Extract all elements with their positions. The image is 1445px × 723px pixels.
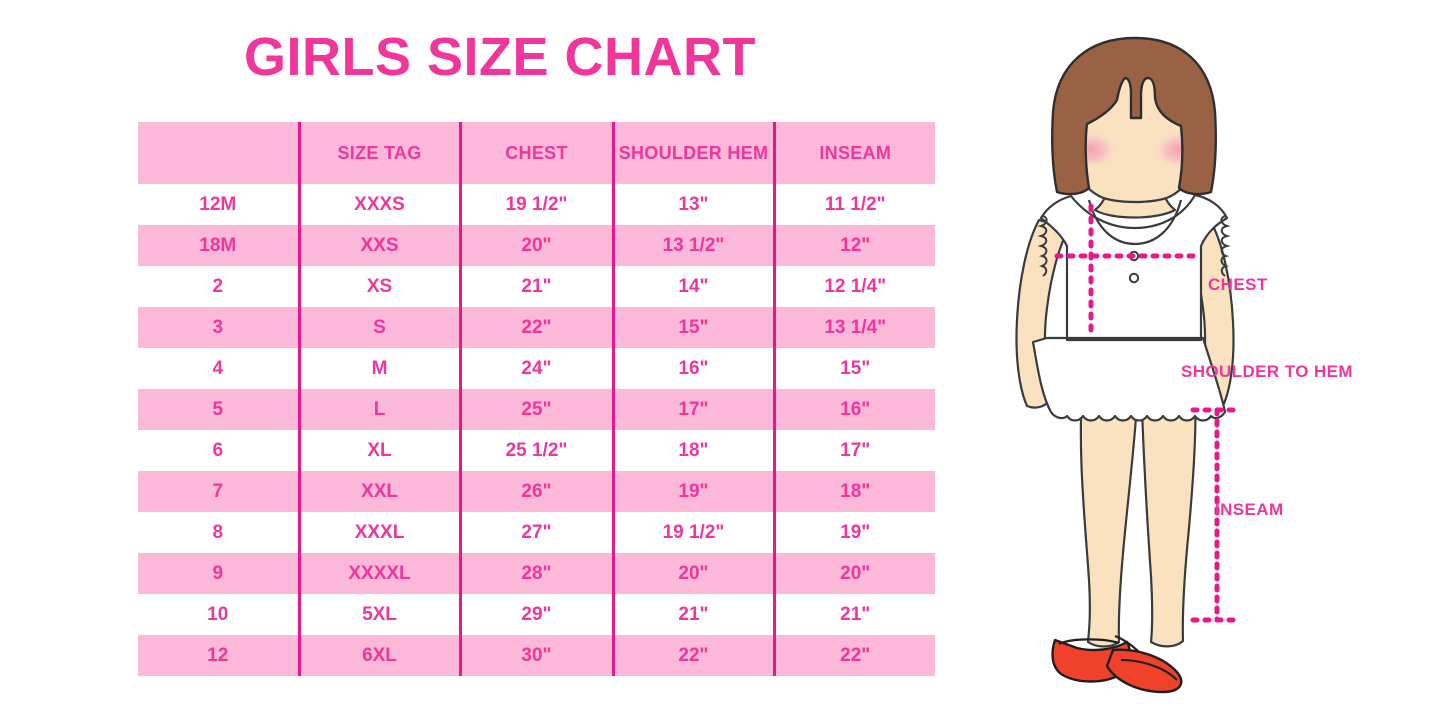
cell-chest: 25" [458,389,613,430]
label-chest: CHEST [1208,275,1268,294]
cell-size-tag: XXXS [297,184,460,225]
cell-size-tag: 5XL [297,594,460,635]
cell-size-tag: XXS [297,225,460,266]
header-cell-size-tag: SIZE TAG [297,122,460,184]
cell-size: 4 [138,348,299,389]
cell-chest: 28" [458,553,613,594]
cell-inseam: 20" [772,553,935,594]
cell-shoulder-hem: 19 1/2" [611,512,774,553]
cell-inseam: 19" [772,512,935,553]
table-row: 3 S 22" 15" 13 1/4" [138,307,935,348]
cell-size: 8 [138,512,299,553]
header-cell-inseam: INSEAM [772,122,935,184]
cell-inseam: 15" [772,348,935,389]
cell-chest: 30" [458,635,613,676]
cell-shoulder-hem: 19" [611,471,774,512]
cell-size-tag: XS [297,266,460,307]
cell-size-tag: XXXL [297,512,460,553]
cell-size-tag: S [297,307,460,348]
table-row: 9 XXXXL 28" 20" 20" [138,553,935,594]
button-lower [1128,272,1140,284]
cell-size: 9 [138,553,299,594]
cell-size: 3 [138,307,299,348]
measurement-lines-group [1054,203,1236,623]
cell-inseam: 21" [772,594,935,635]
cell-size-tag: M [297,348,460,389]
head-group [1051,36,1217,219]
cell-size: 12 [138,635,299,676]
cell-inseam: 11 1/2" [772,184,935,225]
cell-chest: 21" [458,266,613,307]
cell-size-tag: XXXXL [297,553,460,594]
cell-shoulder-hem: 13 1/2" [611,225,774,266]
cell-shoulder-hem: 17" [611,389,774,430]
cell-size: 6 [138,430,299,471]
header-cell-chest: CHEST [458,122,613,184]
table-row: 10 5XL 29" 21" 21" [138,594,935,635]
cell-chest: 27" [458,512,613,553]
cell-size: 7 [138,471,299,512]
cell-size-tag: 6XL [297,635,460,676]
label-inseam: INSEAM [1215,500,1284,519]
cell-chest: 24" [458,348,613,389]
cell-size: 2 [138,266,299,307]
table-row: 12M XXXS 19 1/2" 13" 11 1/2" [138,184,935,225]
cell-chest: 22" [458,307,613,348]
cell-shoulder-hem: 20" [611,553,774,594]
cell-size-tag: XXL [297,471,460,512]
skirt-group [1031,336,1227,422]
cell-chest: 20" [458,225,613,266]
header-cell-size [138,122,299,184]
page-title: GIRLS SIZE CHART [243,27,756,87]
table-header-row: SIZE TAG CHEST SHOULDER HEM INSEAM [138,122,935,184]
cell-size: 10 [138,594,299,635]
cell-inseam: 13 1/4" [772,307,935,348]
cell-size: 18M [138,225,299,266]
cell-chest: 25 1/2" [458,430,613,471]
table-row: 8 XXXL 27" 19 1/2" 19" [138,512,935,553]
table-row: 7 XXL 26" 19" 18" [138,471,935,512]
cell-shoulder-hem: 14" [611,266,774,307]
table-row: 4 M 24" 16" 15" [138,348,935,389]
cell-chest: 26" [458,471,613,512]
cell-inseam: 18" [772,471,935,512]
table-row: 5 L 25" 17" 16" [138,389,935,430]
table-row: 12 6XL 30" 22" 22" [138,635,935,676]
cell-shoulder-hem: 18" [611,430,774,471]
cell-inseam: 16" [772,389,935,430]
legs-group [1079,373,1197,648]
cell-inseam: 12 1/4" [772,266,935,307]
cell-shoulder-hem: 13" [611,184,774,225]
cell-chest: 29" [458,594,613,635]
cell-size: 12M [138,184,299,225]
girl-figure-svg [1015,36,1236,694]
cell-inseam: 12" [772,225,935,266]
header-cell-shoulder-hem: SHOULDER HEM [611,122,774,184]
size-chart-body: SIZE TAG CHEST SHOULDER HEM INSEAM 12M XX… [138,122,935,676]
girl-figure-illustration: CHEST SHOULDER TO HEM INSEAM [985,20,1445,710]
cell-inseam: 22" [772,635,935,676]
cell-chest: 19 1/2" [458,184,613,225]
cell-shoulder-hem: 15" [611,307,774,348]
cell-shoulder-hem: 21" [611,594,774,635]
cell-inseam: 17" [772,430,935,471]
cell-size-tag: L [297,389,460,430]
cell-shoulder-hem: 22" [611,635,774,676]
shoes-group [1051,634,1183,694]
table-row: 18M XXS 20" 13 1/2" 12" [138,225,935,266]
cell-size-tag: XL [297,430,460,471]
size-chart-table: SIZE TAG CHEST SHOULDER HEM INSEAM 12M XX… [138,122,935,676]
label-shoulder-to-hem: SHOULDER TO HEM [1181,362,1353,381]
table-row: 2 XS 21" 14" 12 1/4" [138,266,935,307]
cell-shoulder-hem: 16" [611,348,774,389]
top-garment-group [1037,193,1231,342]
table-row: 6 XL 25 1/2" 18" 17" [138,430,935,471]
cell-size: 5 [138,389,299,430]
